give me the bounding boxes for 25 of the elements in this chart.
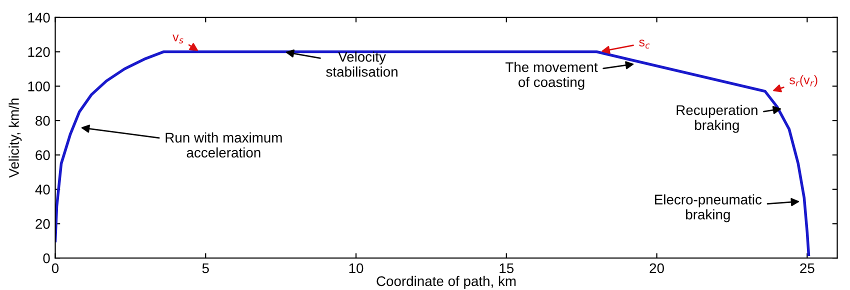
annotation: Run with maximum acceleration bbox=[166, 132, 282, 158]
annotation: Elecro-pneumatic braking bbox=[655, 194, 762, 222]
annotation: v$_{s}$ bbox=[172, 34, 184, 44]
x-tick-label: 10 bbox=[349, 263, 364, 274]
y-tick-label: 80 bbox=[36, 116, 50, 126]
x-tick-label: 25 bbox=[800, 263, 814, 274]
y-tick-label: 60 bbox=[36, 150, 50, 160]
y-tick-label: 100 bbox=[28, 82, 50, 92]
annotation: Recuperation braking bbox=[676, 104, 758, 133]
y-tick-label: 20 bbox=[36, 219, 50, 229]
annotation: The movement of coasting bbox=[506, 62, 598, 90]
x-tick-label: 5 bbox=[202, 263, 209, 274]
x-tick-label: 0 bbox=[52, 263, 59, 274]
x-tick-label: 20 bbox=[650, 263, 664, 274]
line-series bbox=[55, 50, 810, 256]
x-tick-label: 15 bbox=[500, 263, 514, 274]
annotation: Velocity stabilisation bbox=[326, 52, 398, 77]
y-tick-label: 120 bbox=[28, 47, 50, 57]
annotation: s$_{c}$ bbox=[639, 40, 650, 49]
y-tick-label: 40 bbox=[35, 184, 50, 194]
y-axis-title: Velicity, km/h bbox=[8, 98, 22, 178]
x-axis-title: Coordinate of path, km bbox=[376, 276, 516, 289]
y-tick-label: 0 bbox=[43, 253, 50, 264]
y-tick-label: 140 bbox=[28, 12, 50, 23]
annotation: s$_{r}$(v$_{r}$) bbox=[789, 75, 818, 87]
